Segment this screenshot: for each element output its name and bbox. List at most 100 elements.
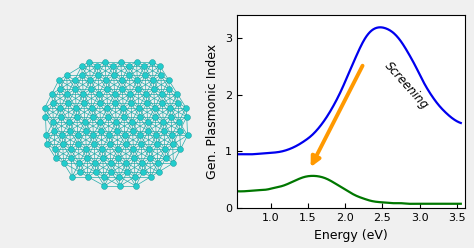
Point (143, 101, 151, 105)
Point (122, 142, 129, 146)
Point (129, 147, 137, 151)
Point (79, 73, 86, 77)
Point (152, 133, 160, 137)
Point (154, 161, 162, 165)
Y-axis label: Gen. Plasmonic Index: Gen. Plasmonic Index (207, 44, 219, 179)
Point (109, 64, 117, 68)
Point (113, 129, 121, 133)
Point (64, 92, 71, 96)
Point (146, 147, 153, 151)
Point (81, 120, 89, 124)
Point (104, 106, 111, 110)
Point (176, 129, 183, 133)
Point (119, 106, 127, 110)
Point (50, 120, 57, 124)
Point (174, 101, 182, 105)
Point (142, 92, 150, 96)
Point (71, 78, 78, 82)
Point (50, 129, 58, 133)
Point (58, 133, 66, 137)
Point (111, 101, 119, 105)
Point (146, 156, 154, 160)
Point (100, 184, 108, 188)
Point (60, 161, 67, 165)
Point (153, 142, 161, 146)
Point (134, 87, 142, 91)
Point (75, 161, 83, 165)
Point (91, 161, 99, 165)
Point (162, 156, 169, 160)
Point (42, 115, 49, 119)
Point (68, 175, 76, 179)
Point (114, 147, 121, 151)
Point (126, 73, 133, 77)
Point (131, 175, 139, 179)
Point (65, 120, 73, 124)
Point (141, 73, 149, 77)
Point (170, 161, 177, 165)
Point (121, 133, 128, 137)
Point (78, 64, 85, 68)
Point (115, 156, 122, 160)
Point (52, 156, 60, 160)
Point (107, 161, 114, 165)
Point (43, 142, 51, 146)
Point (159, 120, 167, 124)
Point (111, 92, 118, 96)
Point (148, 60, 156, 63)
Point (167, 115, 175, 119)
Point (137, 133, 144, 137)
Point (152, 115, 159, 119)
Point (103, 87, 110, 91)
Point (184, 133, 191, 137)
Point (98, 129, 105, 133)
Point (165, 78, 173, 82)
Point (117, 60, 125, 63)
Point (128, 120, 136, 124)
Point (182, 106, 190, 110)
Point (93, 64, 101, 68)
Point (92, 170, 100, 174)
Point (183, 115, 191, 119)
Point (105, 133, 113, 137)
Point (86, 78, 94, 82)
Point (82, 129, 89, 133)
Point (101, 60, 109, 63)
Point (57, 115, 65, 119)
Point (116, 184, 124, 188)
Text: Screening: Screening (382, 60, 431, 112)
Point (97, 120, 104, 124)
Point (127, 92, 134, 96)
Point (56, 87, 64, 91)
Point (158, 92, 165, 96)
Point (132, 184, 139, 188)
Point (88, 106, 96, 110)
Point (118, 87, 126, 91)
Point (125, 64, 132, 68)
Point (106, 142, 114, 146)
Point (150, 87, 157, 91)
Point (141, 64, 148, 68)
Point (74, 133, 82, 137)
Point (139, 170, 146, 174)
Point (89, 115, 96, 119)
Point (133, 60, 140, 63)
Point (86, 60, 93, 63)
Point (151, 106, 158, 110)
Point (120, 115, 128, 119)
X-axis label: Energy (eV): Energy (eV) (314, 229, 388, 242)
Point (118, 78, 126, 82)
Point (123, 170, 131, 174)
Point (59, 142, 66, 146)
Point (166, 106, 174, 110)
Point (168, 133, 176, 137)
Point (82, 147, 90, 151)
Point (135, 106, 143, 110)
Point (67, 147, 74, 151)
Point (159, 101, 166, 105)
Point (137, 142, 145, 146)
Point (63, 73, 71, 77)
Point (166, 87, 173, 91)
Point (94, 73, 102, 77)
Point (173, 92, 181, 96)
